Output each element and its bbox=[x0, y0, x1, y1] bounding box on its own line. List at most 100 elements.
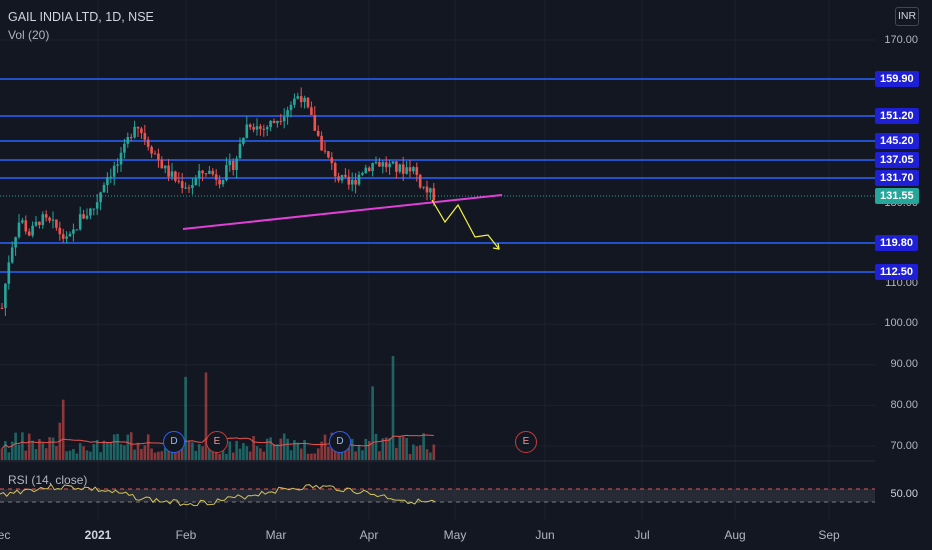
volume-bar bbox=[259, 448, 262, 460]
candle-body bbox=[388, 163, 391, 168]
time-axis-label: Sep bbox=[818, 528, 840, 542]
candle-body bbox=[184, 187, 187, 189]
candle-body bbox=[68, 233, 72, 237]
volume-bar bbox=[129, 432, 133, 460]
candle-body bbox=[99, 192, 102, 203]
level-badge[interactable]: 151.20 bbox=[875, 108, 919, 124]
candle-body bbox=[72, 229, 75, 234]
volume-bar bbox=[150, 448, 153, 460]
candle-body bbox=[78, 214, 82, 230]
candle-body bbox=[371, 163, 374, 172]
volume-bar bbox=[405, 437, 408, 460]
volume-bar bbox=[201, 446, 204, 460]
level-badge[interactable]: 159.90 bbox=[875, 71, 919, 87]
volume-bar bbox=[248, 451, 252, 460]
candle-body bbox=[27, 231, 31, 236]
candle-body bbox=[204, 173, 208, 175]
volume-bar bbox=[374, 433, 378, 460]
candle-body bbox=[14, 237, 17, 248]
volume-bar bbox=[10, 441, 14, 460]
dividend-event-icon[interactable]: D bbox=[329, 431, 351, 453]
time-axis-label: May bbox=[443, 528, 467, 542]
candle-body bbox=[157, 153, 160, 160]
candle-body bbox=[187, 187, 191, 189]
earnings-event-icon[interactable]: E bbox=[206, 431, 228, 453]
volume-bar bbox=[41, 443, 45, 460]
candle-body bbox=[221, 179, 225, 185]
candle-body bbox=[153, 153, 157, 155]
candle-body bbox=[214, 174, 218, 180]
volume-bar bbox=[344, 446, 347, 460]
volume-bar bbox=[65, 451, 68, 460]
price-chart[interactable] bbox=[0, 0, 875, 550]
volume-bar bbox=[109, 443, 113, 460]
candle-body bbox=[289, 104, 293, 111]
rsi-indicator-label[interactable]: RSI (14, close) bbox=[8, 473, 88, 487]
volume-bar bbox=[136, 442, 140, 460]
candle-body bbox=[119, 152, 123, 165]
candle-body bbox=[4, 283, 7, 309]
candle-body bbox=[163, 165, 167, 169]
volume-bar bbox=[85, 450, 89, 460]
candle-body bbox=[112, 165, 116, 177]
candle-body bbox=[361, 173, 364, 175]
candle-body bbox=[140, 128, 143, 134]
volume-bar bbox=[4, 441, 7, 460]
candle-body bbox=[44, 214, 48, 218]
volume-bar bbox=[361, 450, 364, 460]
candle-body bbox=[316, 130, 320, 136]
candle-body bbox=[299, 96, 303, 103]
last-price-badge[interactable]: 131.55 bbox=[875, 188, 919, 204]
volume-indicator-label[interactable]: Vol (20) bbox=[8, 28, 50, 42]
volume-bar bbox=[177, 446, 181, 460]
candle-body bbox=[296, 96, 300, 99]
dividend-event-icon[interactable]: D bbox=[163, 431, 185, 453]
volume-bar bbox=[422, 433, 425, 460]
volume-bar bbox=[31, 440, 34, 460]
earnings-event-icon[interactable]: E bbox=[515, 431, 537, 453]
candle-body bbox=[276, 120, 279, 124]
projection-arrow[interactable] bbox=[431, 199, 500, 250]
candle-body bbox=[41, 214, 45, 225]
symbol-title[interactable]: GAIL INDIA LTD, 1D, NSE bbox=[8, 10, 154, 24]
volume-bar bbox=[293, 440, 296, 460]
volume-bar bbox=[323, 434, 327, 460]
currency-button[interactable]: INR bbox=[895, 7, 919, 26]
candle-body bbox=[31, 225, 34, 236]
time-axis-label: ec bbox=[0, 528, 11, 542]
volume-bar bbox=[299, 448, 303, 460]
trendline[interactable] bbox=[182, 194, 503, 230]
level-badge[interactable]: 131.70 bbox=[875, 170, 919, 186]
volume-bar bbox=[218, 453, 221, 460]
candle-body bbox=[429, 188, 432, 193]
volume-bar bbox=[272, 444, 276, 460]
candle-body bbox=[384, 162, 388, 168]
horizontal-levels[interactable] bbox=[0, 78, 875, 273]
volume-bar bbox=[425, 449, 429, 460]
volume-bar bbox=[282, 433, 286, 460]
candle-body bbox=[412, 167, 415, 172]
volume-bar bbox=[133, 449, 136, 460]
volume-bar bbox=[143, 445, 147, 460]
candle-body bbox=[337, 176, 340, 181]
time-axis-label: Aug bbox=[724, 528, 746, 542]
level-badge[interactable]: 112.50 bbox=[875, 264, 919, 280]
candle-body bbox=[340, 174, 344, 181]
volume-bar bbox=[429, 452, 432, 460]
candle-body bbox=[245, 124, 249, 138]
volume-bar bbox=[102, 440, 106, 460]
level-badge[interactable]: 145.20 bbox=[875, 133, 919, 149]
candle-body bbox=[177, 180, 181, 182]
volume-bar bbox=[415, 446, 419, 460]
candle-body bbox=[201, 170, 204, 174]
level-badge[interactable]: 137.05 bbox=[875, 152, 919, 168]
candle-body bbox=[55, 219, 58, 228]
level-badge[interactable]: 119.80 bbox=[875, 235, 919, 251]
volume-bar bbox=[327, 446, 330, 460]
volume-bar bbox=[262, 451, 266, 460]
candle-body bbox=[174, 171, 177, 181]
volume-bar bbox=[265, 438, 269, 460]
candle-body bbox=[293, 98, 296, 105]
volume-bar bbox=[378, 451, 381, 460]
candle-body bbox=[24, 220, 28, 232]
